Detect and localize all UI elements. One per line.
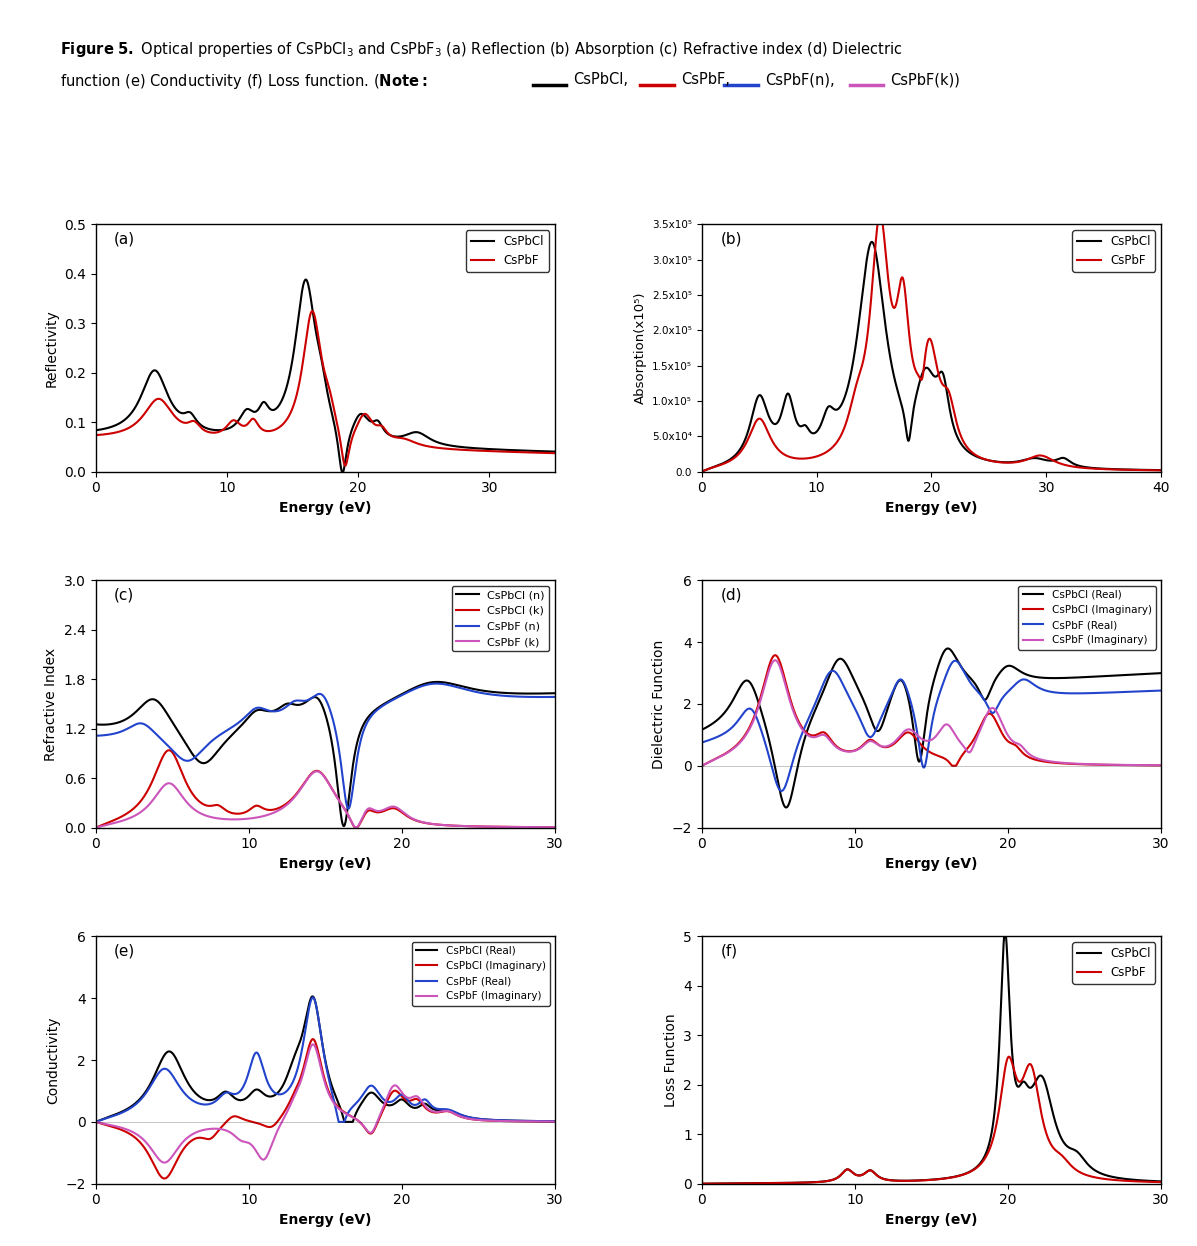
Text: (e): (e): [114, 944, 135, 959]
Legend: CsPbCl (Real), CsPbCl (Imaginary), CsPbF (Real), CsPbF (Imaginary): CsPbCl (Real), CsPbCl (Imaginary), CsPbF…: [1019, 586, 1156, 649]
Text: (f): (f): [721, 944, 737, 959]
Y-axis label: Dielectric Function: Dielectric Function: [652, 639, 667, 769]
Y-axis label: Loss Function: Loss Function: [664, 1013, 678, 1106]
X-axis label: Energy (eV): Energy (eV): [279, 501, 371, 515]
Legend: CsPbCl, CsPbF: CsPbCl, CsPbF: [1073, 942, 1155, 983]
Text: CsPbF(n),: CsPbF(n),: [765, 72, 834, 87]
Y-axis label: Conductivity: Conductivity: [47, 1017, 60, 1104]
X-axis label: Energy (eV): Energy (eV): [279, 1212, 371, 1227]
X-axis label: Energy (eV): Energy (eV): [279, 857, 371, 871]
Text: function (e) Conductivity (f) Loss function. ($\mathbf{Note:}$: function (e) Conductivity (f) Loss funct…: [60, 72, 427, 91]
Y-axis label: Reflectivity: Reflectivity: [44, 309, 59, 386]
X-axis label: Energy (eV): Energy (eV): [886, 857, 978, 871]
Text: CsPbF,: CsPbF,: [681, 72, 730, 87]
Legend: CsPbCl, CsPbF: CsPbCl, CsPbF: [466, 231, 549, 272]
Text: (c): (c): [114, 588, 134, 603]
Text: (d): (d): [721, 588, 742, 603]
Text: $\mathbf{Figure\ 5.}$ Optical properties of CsPbCl$_3$ and CsPbF$_3$ (a) Reflect: $\mathbf{Figure\ 5.}$ Optical properties…: [60, 40, 903, 59]
Legend: CsPbCl (Real), CsPbCl (Imaginary), CsPbF (Real), CsPbF (Imaginary): CsPbCl (Real), CsPbCl (Imaginary), CsPbF…: [412, 942, 549, 1006]
Y-axis label: Refractive Index: Refractive Index: [44, 648, 59, 760]
Legend: CsPbCl, CsPbF: CsPbCl, CsPbF: [1073, 231, 1155, 272]
Y-axis label: Absorption(x10⁵): Absorption(x10⁵): [633, 292, 646, 404]
X-axis label: Energy (eV): Energy (eV): [886, 501, 978, 515]
Text: (a): (a): [114, 232, 135, 247]
X-axis label: Energy (eV): Energy (eV): [886, 1212, 978, 1227]
Text: CsPbF(k)): CsPbF(k)): [891, 72, 960, 87]
Text: (b): (b): [721, 232, 742, 247]
Legend: CsPbCl (n), CsPbCl (k), CsPbF (n), CsPbF (k): CsPbCl (n), CsPbCl (k), CsPbF (n), CsPbF…: [452, 586, 549, 652]
Text: CsPbCl,: CsPbCl,: [573, 72, 628, 87]
